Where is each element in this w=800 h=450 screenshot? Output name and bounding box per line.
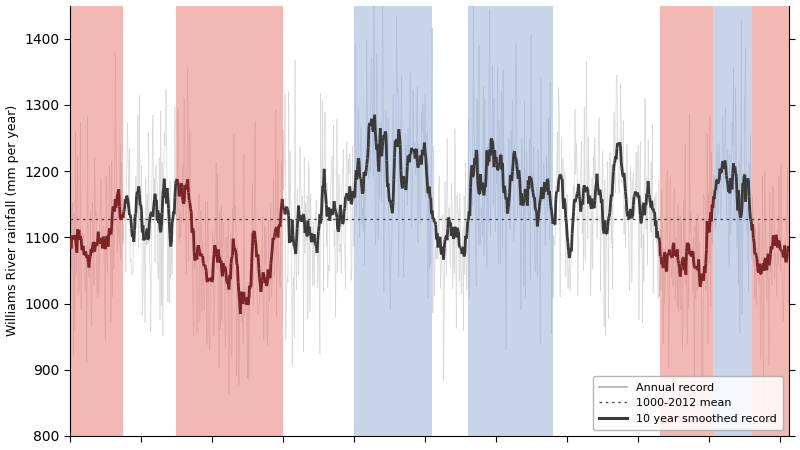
Bar bbox=[468, 5, 553, 436]
Bar bbox=[713, 5, 752, 436]
Bar bbox=[70, 5, 123, 436]
Bar bbox=[354, 5, 432, 436]
Legend: Annual record, 1000-2012 mean, 10 year smoothed record: Annual record, 1000-2012 mean, 10 year s… bbox=[593, 376, 783, 430]
Bar bbox=[176, 5, 283, 436]
Bar bbox=[659, 5, 713, 436]
Y-axis label: Williams River rainfall (mm per year): Williams River rainfall (mm per year) bbox=[6, 105, 18, 337]
Bar bbox=[752, 5, 789, 436]
